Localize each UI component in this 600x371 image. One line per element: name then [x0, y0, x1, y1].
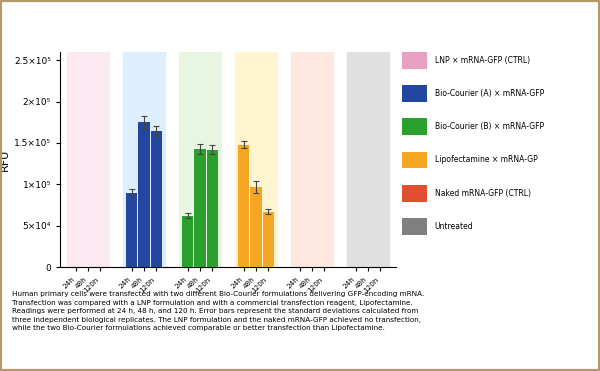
FancyBboxPatch shape [402, 52, 427, 69]
Text: Naked mRNA-GFP (CTRL): Naked mRNA-GFP (CTRL) [434, 189, 530, 198]
FancyBboxPatch shape [402, 152, 427, 168]
Text: Bio-Courier (A) × mRNA-GFP: Bio-Courier (A) × mRNA-GFP [434, 89, 544, 98]
Bar [182, 216, 193, 267]
Bar [179, 52, 221, 267]
Bar [123, 52, 165, 267]
Bar [347, 52, 389, 267]
Text: Bio-Courier (B) × mRNA-GFP: Bio-Courier (B) × mRNA-GFP [434, 122, 544, 131]
Bar [235, 52, 277, 267]
Bar [263, 212, 274, 267]
FancyBboxPatch shape [402, 85, 427, 102]
Y-axis label: RFU: RFU [0, 148, 10, 171]
Bar [291, 52, 333, 267]
Bar [194, 149, 206, 267]
Bar [67, 52, 109, 267]
Text: Lipofectamine × mRNA-GP: Lipofectamine × mRNA-GP [434, 155, 538, 164]
Text: Untreated: Untreated [434, 222, 473, 231]
FancyBboxPatch shape [402, 118, 427, 135]
Text: FIGURE 5: FIGURE 5 [260, 15, 340, 30]
Bar [250, 187, 262, 267]
Bar [139, 122, 149, 267]
Bar [206, 150, 218, 267]
FancyBboxPatch shape [402, 185, 427, 201]
Text: LNP × mRNA-GFP (CTRL): LNP × mRNA-GFP (CTRL) [434, 56, 530, 65]
Bar [151, 131, 162, 267]
Bar [126, 193, 137, 267]
Text: Human primary cells were transfected with two different Bio-Courier formulations: Human primary cells were transfected wit… [12, 291, 424, 331]
FancyBboxPatch shape [402, 218, 427, 235]
Bar [238, 145, 250, 267]
